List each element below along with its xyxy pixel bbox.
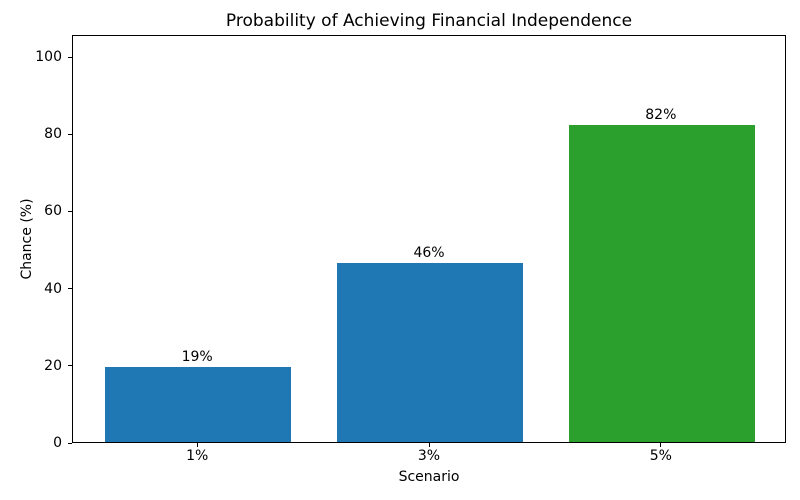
- x-tick-label: 3%: [417, 448, 441, 464]
- bar-1%: [105, 366, 291, 442]
- bar-value-label: 82%: [645, 107, 677, 124]
- bar-value-label: 19%: [181, 348, 213, 365]
- y-tick-label: 0: [53, 435, 62, 451]
- y-tick-label: 40: [44, 280, 62, 297]
- y-tick-label: 80: [44, 126, 62, 143]
- x-tick-label: 5%: [649, 448, 672, 464]
- y-tick-mark: [68, 288, 72, 290]
- x-tick-mark: [196, 443, 198, 447]
- bar-value-label: 46%: [413, 244, 445, 261]
- bar-3%: [337, 262, 523, 442]
- x-axis-label: Scenario: [398, 469, 460, 485]
- x-tick-mark: [660, 443, 662, 447]
- y-tick-mark: [68, 56, 72, 58]
- y-tick-mark: [68, 442, 72, 444]
- y-tick-mark: [68, 210, 72, 212]
- y-tick-label: 20: [44, 357, 62, 374]
- x-tick-mark: [428, 443, 430, 447]
- x-tick-label: 1%: [186, 448, 209, 464]
- y-tick-mark: [68, 133, 72, 135]
- y-tick-label: 60: [44, 203, 62, 220]
- bar-5%: [569, 125, 755, 442]
- chart-title: Probability of Achieving Financial Indep…: [225, 11, 633, 31]
- y-tick-mark: [68, 365, 72, 367]
- plot-area: [72, 35, 786, 443]
- y-tick-label: 100: [35, 49, 62, 65]
